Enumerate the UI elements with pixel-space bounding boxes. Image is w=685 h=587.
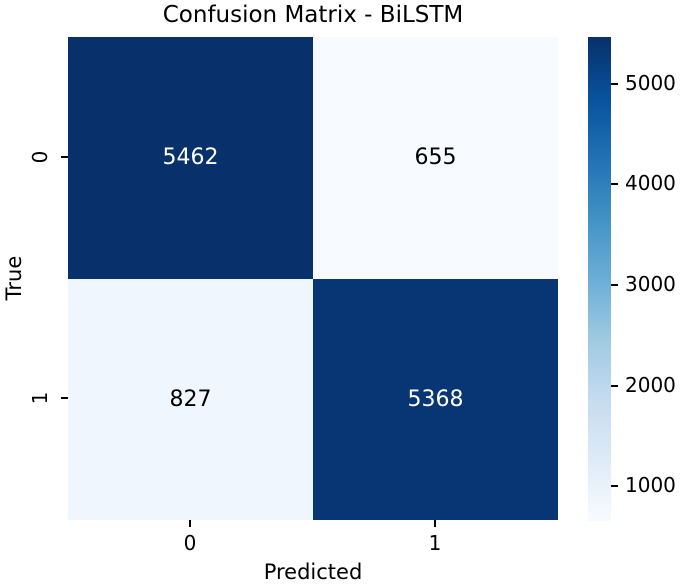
x-tick-mark-1	[434, 520, 436, 527]
colorbar-ticks: 1000 2000 3000 4000 5000	[588, 37, 676, 521]
x-tick-label-0: 0	[183, 531, 197, 555]
y-tick-label-0: 0	[28, 150, 52, 164]
y-tick-mark-1	[61, 397, 68, 399]
colorbar-tick-label: 3000	[625, 271, 676, 296]
heatmap: 5462 655 827 5368	[68, 37, 558, 520]
x-axis-label: Predicted	[263, 560, 363, 584]
colorbar-tick-mark	[611, 384, 618, 387]
y-axis-label: True	[2, 255, 26, 301]
colorbar-tick-label: 5000	[625, 70, 676, 95]
colorbar: 1000 2000 3000 4000 5000	[588, 37, 676, 521]
colorbar-tick-mark	[611, 82, 618, 85]
colorbar-tick-mark	[611, 485, 618, 488]
heatmap-cell-r1c0: 827	[68, 278, 313, 520]
y-tick-mark-0	[61, 156, 68, 158]
colorbar-tick-label: 2000	[625, 372, 676, 397]
colorbar-gradient	[588, 37, 611, 521]
colorbar-tick-mark	[611, 283, 618, 286]
colorbar-tick-label: 1000	[625, 473, 676, 498]
heatmap-cell-r0c1: 655	[313, 37, 558, 279]
x-tick-mark-0	[189, 520, 191, 527]
colorbar-tick-label: 4000	[625, 171, 676, 196]
chart-title: Confusion Matrix - BiLSTM	[162, 2, 464, 28]
colorbar-tick-mark	[611, 183, 618, 186]
heatmap-cell-r0c0: 5462	[68, 37, 313, 279]
heatmap-cell-r1c1: 5368	[313, 278, 558, 520]
y-tick-label-1: 1	[28, 391, 52, 405]
x-tick-label-1: 1	[428, 531, 442, 555]
